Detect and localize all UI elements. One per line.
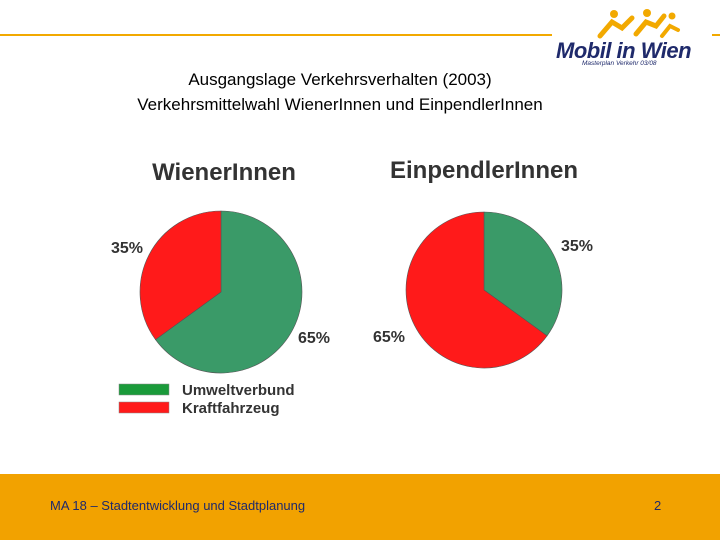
legend-label-1: Kraftfahrzeug: [182, 400, 280, 417]
legend-label-0: Umweltverbund: [182, 382, 295, 399]
logo-figures-icon: [597, 9, 680, 39]
mobil-in-wien-logo: Mobil in Wien Masterplan Verkehr 03/08: [552, 8, 712, 76]
page-number: 2: [654, 498, 662, 513]
pie-title-1: EinpendlerInnen: [390, 157, 578, 184]
pie-slice-0-1: [139, 210, 222, 341]
slide-title-line1: Ausgangslage Verkehrsverhalten (2003): [188, 70, 492, 89]
pie-slice-1-1: [405, 211, 548, 369]
pie-slice-0-0: [155, 210, 303, 374]
pie-label-0-0: 65%: [298, 330, 330, 347]
pie-charts: WienerInnen 65% 35% EinpendlerInnen 35% 65% Um…: [111, 157, 593, 417]
logo-text: Mobil in Wien: [556, 38, 692, 63]
footer-bar: MA 18 – Stadtentwicklung und Stadtplanun…: [0, 474, 720, 540]
legend-swatch-0: [118, 383, 170, 396]
pie-label-0-1: 35%: [111, 240, 143, 257]
pie-label-1-1: 65%: [373, 329, 405, 346]
logo-subtext: Masterplan Verkehr 03/08: [582, 60, 657, 67]
legend-swatch-1: [118, 401, 170, 414]
footer-text: MA 18 – Stadtentwicklung und Stadtplanun…: [50, 498, 306, 513]
slide-title-line2: Verkehrsmittelwahl WienerInnen und Einpe…: [137, 95, 543, 114]
header-rule: [0, 34, 720, 36]
pie-slice-1-0: [483, 211, 563, 337]
pie-label-1-0: 35%: [561, 238, 593, 255]
pie-title-0: WienerInnen: [152, 159, 296, 186]
